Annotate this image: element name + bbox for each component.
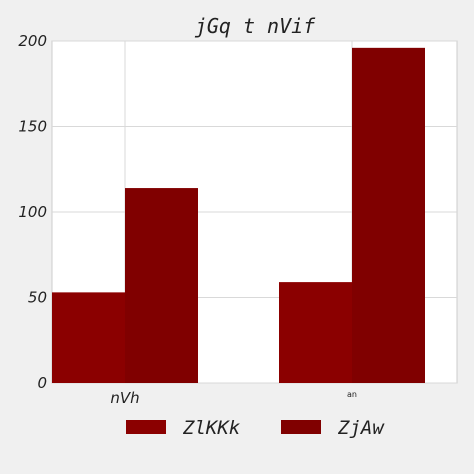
y-tick-label-3: 150 xyxy=(18,118,47,136)
bar-2-1 xyxy=(125,188,198,383)
bar-1-2 xyxy=(279,282,352,383)
chart-title: jGq t nVif xyxy=(195,14,316,38)
y-tick-label-4: 200 xyxy=(18,32,47,50)
y-tick-label-1: 50 xyxy=(28,289,47,307)
x-axis-ticks: nVh an xyxy=(110,389,357,407)
legend-label-1: ZlKKk xyxy=(182,417,241,439)
x-tick-label-0: nVh xyxy=(110,389,139,407)
y-tick-label-2: 100 xyxy=(18,203,47,221)
bars xyxy=(52,47,425,384)
legend-swatch-1 xyxy=(126,420,166,434)
legend-label-2: ZjAw xyxy=(337,417,385,439)
bar-2-2 xyxy=(352,47,425,384)
legend: ZlKKk ZjAw xyxy=(126,417,385,439)
bar-1-1 xyxy=(52,292,125,383)
legend-swatch-2 xyxy=(281,420,321,434)
y-tick-label-0: 0 xyxy=(37,374,47,392)
y-axis-ticks: 0 50 100 150 200 xyxy=(18,32,47,392)
x-tick-label-1: an xyxy=(347,390,357,399)
